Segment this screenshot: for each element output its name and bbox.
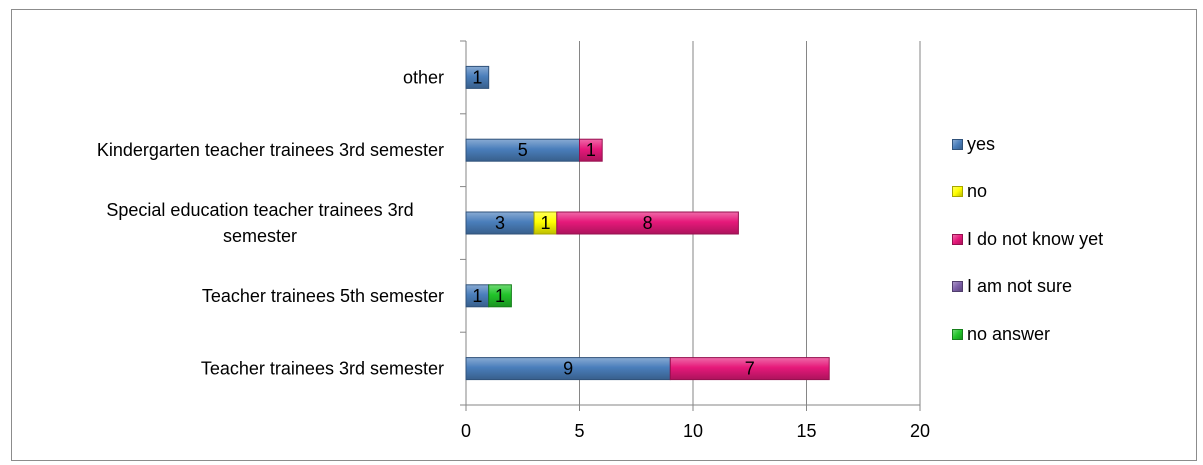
chart-frame: [11, 9, 1197, 461]
data-label: 1: [472, 67, 482, 87]
legend-item: no answer: [952, 322, 1103, 346]
x-tick-label: 0: [461, 421, 471, 441]
legend-label: no: [967, 181, 988, 201]
category-label: Teacher trainees 3rd semester: [201, 359, 444, 379]
bar-segment: [669, 357, 830, 381]
data-label: 1: [472, 286, 482, 306]
x-tick-label: 20: [910, 421, 930, 441]
bars: [465, 65, 830, 381]
legend-swatch: [952, 328, 963, 340]
category-label-line: semester: [223, 226, 297, 246]
legend-item: I am not sure: [952, 275, 1103, 299]
data-label: 1: [540, 213, 550, 233]
data-label: 1: [586, 140, 596, 160]
category-label: other: [403, 67, 444, 87]
legend-swatch: [952, 138, 963, 150]
data-label: 5: [518, 140, 528, 160]
legend-label: no answer: [967, 323, 1051, 344]
legend-swatch: [952, 281, 963, 292]
x-tick-label: 10: [683, 421, 703, 441]
legend-item: no: [952, 180, 1103, 204]
bar-segment: [579, 138, 603, 162]
bar-segment: [556, 211, 739, 235]
data-label: 1: [495, 286, 505, 306]
bar-segment: [465, 65, 490, 89]
data-label: 9: [563, 359, 573, 379]
category-label-line: Special education teacher trainees 3rd: [106, 200, 413, 220]
data-label: 7: [745, 359, 755, 379]
data-label: 3: [495, 213, 505, 233]
legend-label: yes: [967, 133, 996, 154]
category-label: Special education teacher trainees 3rd se…: [106, 200, 413, 246]
legend-item: I do not know yet: [952, 227, 1103, 251]
legend-label: I do not know yet: [967, 228, 1104, 249]
category-label: Kindergarten teacher trainees 3rd semest…: [97, 140, 444, 160]
data-label: 8: [643, 213, 653, 233]
legend-swatch: [952, 186, 963, 197]
x-tick-label: 15: [796, 421, 816, 441]
bar-segment: [488, 284, 512, 308]
category-label: Teacher trainees 5th semester: [202, 286, 444, 306]
legend: yes no I do not know yet I am not sure no an…: [952, 132, 1103, 370]
legend-label: I am not sure: [967, 276, 1073, 296]
legend-swatch: [952, 233, 963, 245]
x-tick-label: 5: [574, 421, 584, 441]
legend-item: yes: [952, 132, 1103, 156]
